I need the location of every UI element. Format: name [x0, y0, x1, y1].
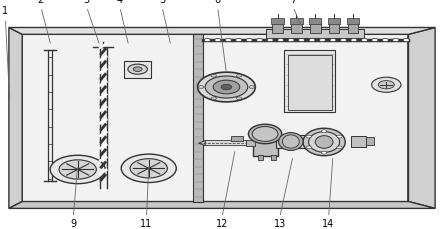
Circle shape: [257, 38, 263, 42]
Text: 5: 5: [159, 0, 165, 5]
Circle shape: [341, 38, 347, 42]
Circle shape: [306, 146, 311, 149]
Circle shape: [213, 80, 240, 94]
Text: 2: 2: [38, 0, 44, 5]
Circle shape: [50, 155, 105, 184]
Bar: [271, 18, 284, 24]
Text: 14: 14: [322, 219, 335, 229]
Circle shape: [337, 135, 342, 138]
Ellipse shape: [279, 133, 303, 150]
Circle shape: [204, 38, 210, 42]
Polygon shape: [9, 27, 22, 208]
Ellipse shape: [315, 136, 333, 148]
Circle shape: [351, 38, 357, 42]
Circle shape: [267, 38, 273, 42]
Circle shape: [225, 38, 231, 42]
Circle shape: [236, 74, 242, 77]
Text: 6: 6: [214, 0, 221, 5]
Bar: [288, 55, 332, 110]
Ellipse shape: [249, 124, 281, 144]
Circle shape: [198, 86, 204, 88]
Circle shape: [372, 38, 378, 42]
Bar: [276, 135, 309, 148]
Text: 1: 1: [2, 6, 8, 16]
Circle shape: [321, 130, 327, 133]
Bar: [258, 155, 263, 160]
Polygon shape: [9, 202, 435, 208]
Circle shape: [236, 97, 242, 100]
Circle shape: [215, 38, 221, 42]
Circle shape: [319, 38, 325, 42]
Circle shape: [330, 38, 336, 42]
Bar: [266, 29, 364, 38]
Circle shape: [278, 38, 284, 42]
Text: 4: 4: [117, 0, 123, 5]
Circle shape: [236, 38, 242, 42]
Circle shape: [121, 154, 176, 183]
Circle shape: [382, 38, 388, 42]
Bar: [366, 137, 374, 145]
Circle shape: [249, 86, 254, 88]
Text: 9: 9: [70, 219, 76, 229]
Bar: [351, 136, 366, 147]
Ellipse shape: [252, 126, 278, 141]
Bar: [272, 22, 283, 33]
Circle shape: [130, 159, 167, 178]
Bar: [124, 61, 151, 78]
Bar: [329, 22, 339, 33]
Text: 12: 12: [216, 219, 228, 229]
Text: 7: 7: [290, 0, 296, 5]
Circle shape: [128, 64, 147, 74]
Circle shape: [403, 38, 409, 42]
Circle shape: [221, 84, 232, 90]
Polygon shape: [408, 27, 435, 208]
Bar: [271, 155, 276, 160]
Text: 3: 3: [83, 0, 90, 5]
FancyArrow shape: [205, 141, 253, 146]
Ellipse shape: [309, 132, 340, 152]
Bar: [246, 140, 255, 146]
Circle shape: [211, 97, 216, 100]
Polygon shape: [9, 27, 435, 34]
Ellipse shape: [303, 128, 345, 156]
Circle shape: [246, 38, 252, 42]
Circle shape: [392, 38, 399, 42]
Bar: [231, 136, 243, 141]
Circle shape: [59, 160, 96, 179]
Polygon shape: [198, 141, 205, 146]
Text: 13: 13: [274, 219, 286, 229]
Circle shape: [372, 77, 401, 92]
Circle shape: [309, 38, 315, 42]
Circle shape: [298, 38, 305, 42]
Circle shape: [133, 67, 142, 71]
Bar: [291, 22, 302, 33]
Circle shape: [378, 81, 394, 89]
Bar: [253, 133, 278, 156]
Bar: [328, 18, 341, 24]
Bar: [290, 18, 302, 24]
Circle shape: [211, 74, 217, 77]
Bar: [347, 18, 359, 24]
Bar: [348, 22, 358, 33]
Bar: [284, 50, 335, 112]
Circle shape: [361, 38, 368, 42]
Bar: [309, 18, 321, 24]
Circle shape: [321, 151, 327, 154]
Bar: [310, 22, 321, 33]
Ellipse shape: [282, 135, 299, 148]
Bar: [193, 34, 203, 202]
Circle shape: [198, 72, 255, 102]
Circle shape: [337, 146, 342, 149]
Circle shape: [205, 76, 248, 98]
Circle shape: [288, 38, 294, 42]
Bar: [22, 34, 408, 202]
Circle shape: [306, 135, 311, 138]
Text: 11: 11: [140, 219, 153, 229]
